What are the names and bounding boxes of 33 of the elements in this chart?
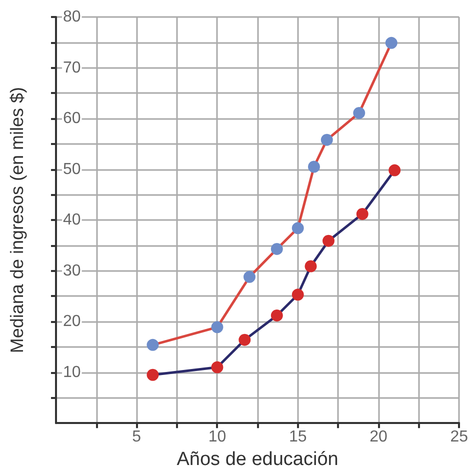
x-tick-label: 15 [288,428,307,446]
y-tick-label: 20 [63,313,81,330]
point [238,334,251,346]
y-tick-label: 40 [63,212,81,229]
x-tick-label: 5 [132,428,142,446]
point [385,36,398,49]
point [292,222,304,234]
y-axis-title: Mediana de ingresos (en miles $) [7,86,27,354]
x-axis-title: Años de educación [176,449,338,470]
y-tick-label: 70 [63,59,81,76]
point [146,368,159,381]
point [308,160,320,173]
point [320,134,333,146]
point [292,288,304,301]
y-tick-label: 80 [63,8,81,26]
point [244,270,256,283]
point [211,321,224,334]
y-tick-label: 60 [63,110,81,128]
point [211,361,224,374]
point [353,106,366,119]
point [388,164,401,176]
x-tick-label: 20 [370,428,388,446]
point [304,260,317,272]
point [146,338,159,351]
x-tick-label: 10 [208,428,226,446]
point [322,234,334,247]
y-tick-label: 50 [63,160,81,178]
y-tick-label: 10 [63,364,81,381]
point [356,208,368,220]
x-tick-label: 25 [450,428,468,446]
point [270,242,283,255]
point [270,309,283,322]
y-tick-label: 30 [63,262,81,280]
